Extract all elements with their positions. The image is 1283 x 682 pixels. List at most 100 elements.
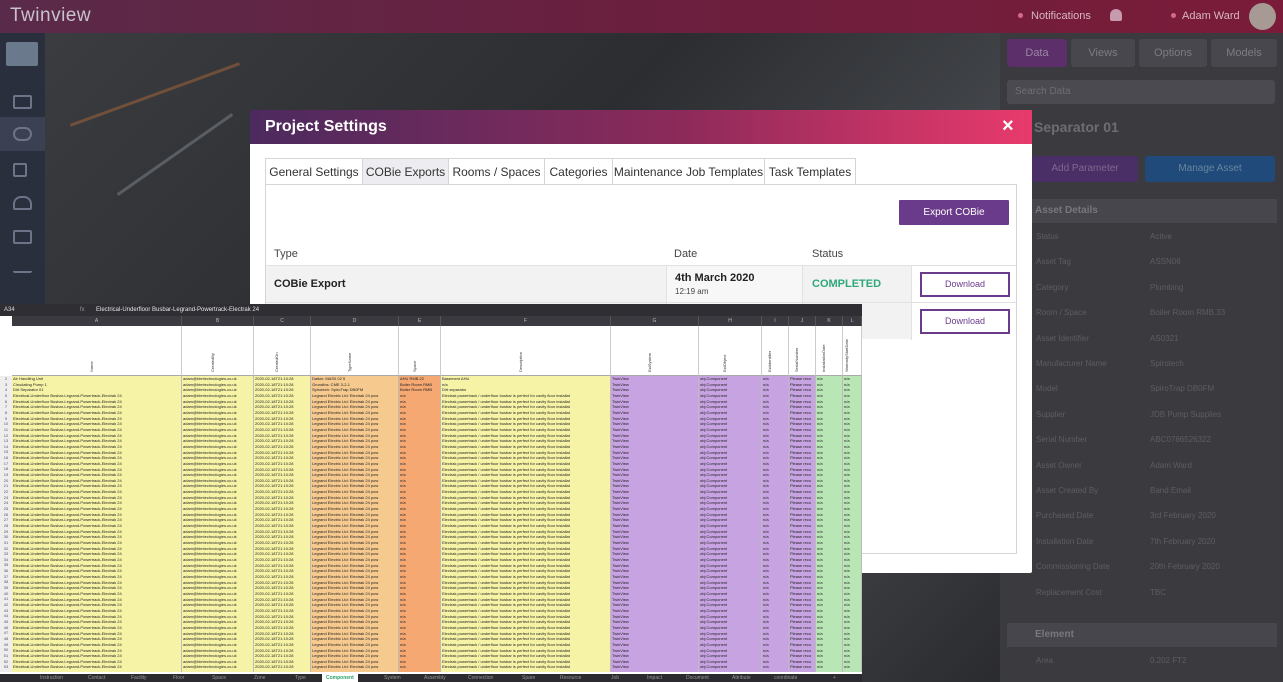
- row-number[interactable]: 50: [3, 647, 9, 653]
- row-number[interactable]: 22: [3, 489, 9, 494]
- sheet-tab[interactable]: Connection: [468, 675, 494, 681]
- column-letter[interactable]: H: [699, 316, 762, 326]
- add-parameter-button[interactable]: Add Parameter: [1032, 156, 1138, 182]
- row-number[interactable]: 25: [3, 505, 9, 511]
- row-number[interactable]: 39: [3, 585, 9, 591]
- row-number[interactable]: 26: [3, 511, 9, 517]
- notifications-link[interactable]: Notifications: [1031, 10, 1091, 22]
- sheet-column[interactable]: Daikin: MAS0 02 5 Grundfos: CME 3-2-1 Sp…: [311, 376, 399, 672]
- tab-rooms-spaces[interactable]: Rooms / Spaces: [448, 158, 545, 185]
- header-cell[interactable]: Space: [399, 326, 441, 376]
- header-cell[interactable]: CreatedBy: [182, 326, 254, 376]
- row-number[interactable]: 20: [3, 477, 9, 483]
- row-number[interactable]: 2: [4, 376, 8, 381]
- tab-maintenance-job-templates[interactable]: Maintenance Job Templates: [612, 158, 765, 185]
- row-number[interactable]: 51: [3, 652, 9, 658]
- sheet-column[interactable]: AHU RMB.22 Boiler Room RMB Boiler Room R…: [399, 376, 441, 672]
- header-cell[interactable]: WarrantyStartDate: [843, 326, 862, 376]
- data-search-input[interactable]: Search Data: [1007, 80, 1275, 104]
- row-number[interactable]: 17: [3, 460, 9, 466]
- tab-categories[interactable]: Categories: [544, 158, 613, 185]
- header-cell[interactable]: Description: [441, 326, 611, 376]
- row-number[interactable]: 31: [3, 539, 9, 545]
- row-number[interactable]: 28: [3, 522, 9, 528]
- sheet-tab[interactable]: Type: [295, 675, 306, 681]
- sheet-tab[interactable]: Instruction: [40, 675, 64, 681]
- sheet-tab[interactable]: Facility: [131, 675, 147, 681]
- row-number[interactable]: 38: [3, 579, 9, 585]
- column-letter[interactable]: D: [311, 316, 399, 326]
- row-number[interactable]: 24: [3, 500, 9, 506]
- sheet-column[interactable]: Air Handling Unit Circulating Pump 1 Dir…: [12, 376, 182, 672]
- row-number[interactable]: 9: [4, 415, 8, 421]
- row-number[interactable]: 52: [3, 658, 9, 664]
- row-number[interactable]: 42: [3, 602, 9, 607]
- row-number[interactable]: 47: [3, 630, 9, 636]
- sheet-tab[interactable]: Resource: [560, 675, 582, 681]
- header-cell[interactable]: ExtSystem: [611, 326, 699, 376]
- manage-asset-button[interactable]: Manage Asset: [1145, 156, 1275, 182]
- folder-icon[interactable]: [13, 95, 32, 109]
- sheet-column[interactable]: n/a n/a n/a n/a n/a n/a n/a n/a n/a n/a …: [762, 376, 789, 672]
- tab-views[interactable]: Views: [1071, 39, 1135, 67]
- header-cell[interactable]: ExtObject: [699, 326, 762, 376]
- download-button[interactable]: Download: [920, 309, 1010, 334]
- cell-reference[interactable]: A34: [4, 307, 15, 313]
- tab-cobie-exports[interactable]: COBie Exports: [362, 158, 449, 185]
- row-number[interactable]: 27: [3, 517, 9, 523]
- list-icon[interactable]: [13, 265, 32, 273]
- fx-icon[interactable]: fx: [80, 307, 85, 313]
- wrench-icon[interactable]: [13, 163, 27, 177]
- column-letter[interactable]: E: [399, 316, 441, 326]
- project-thumbnail-icon[interactable]: [6, 42, 38, 66]
- row-number[interactable]: 4: [4, 387, 8, 393]
- sheet-column[interactable]: 2020-02-18T21:10:28 2020-02-18T21:10:28 …: [254, 376, 311, 672]
- asset-details-section[interactable]: Asset Details: [1007, 199, 1277, 223]
- link-icon[interactable]: [13, 127, 32, 141]
- sheet-tab[interactable]: +: [833, 675, 836, 681]
- column-letter[interactable]: K: [816, 316, 843, 326]
- row-number[interactable]: 3: [4, 381, 8, 387]
- row-number[interactable]: 15: [3, 449, 9, 455]
- tab-options[interactable]: Options: [1139, 39, 1207, 67]
- row-number[interactable]: 40: [3, 590, 9, 596]
- chart-icon[interactable]: [13, 230, 32, 244]
- column-letter[interactable]: G: [611, 316, 699, 326]
- row-number[interactable]: 32: [3, 545, 9, 551]
- sheet-column[interactable]: obj:Component obj:Component obj:Componen…: [699, 376, 762, 672]
- row-number[interactable]: 21: [3, 483, 9, 489]
- row-number[interactable]: 36: [3, 568, 9, 574]
- sheet-tab[interactable]: Document: [686, 675, 709, 681]
- avatar[interactable]: [1249, 3, 1276, 30]
- sheet-column[interactable]: adam@bimtechnologies.co.uk adam@bimtechn…: [182, 376, 254, 672]
- sheet-tab[interactable]: System: [384, 675, 401, 681]
- row-number[interactable]: 19: [3, 472, 9, 478]
- row-number[interactable]: 49: [3, 641, 9, 647]
- row-number[interactable]: 11: [3, 426, 9, 432]
- sheet-tab[interactable]: Space: [212, 675, 227, 681]
- row-number[interactable]: 18: [3, 466, 9, 472]
- row-number[interactable]: 6: [4, 398, 8, 404]
- bell-icon[interactable]: [1110, 9, 1122, 21]
- header-cell[interactable]: SerialNumber: [789, 326, 816, 376]
- row-number[interactable]: 37: [3, 573, 9, 579]
- header-cell[interactable]: TypeName: [311, 326, 399, 376]
- sheet-tab[interactable]: coordinate: [774, 675, 798, 681]
- sheet-tab[interactable]: Component: [322, 674, 358, 682]
- column-letter[interactable]: A: [12, 316, 182, 326]
- formula-input[interactable]: Electrical-Underfloor Busbar-Legrand-Pow…: [96, 307, 260, 313]
- download-button[interactable]: Download: [920, 272, 1010, 297]
- app-logo[interactable]: Twinview: [10, 5, 92, 26]
- row-number[interactable]: 14: [3, 443, 9, 449]
- row-number[interactable]: 12: [3, 432, 9, 438]
- element-section[interactable]: Element: [1007, 623, 1277, 647]
- tab-general-settings[interactable]: General Settings: [265, 158, 363, 185]
- header-cell[interactable]: CreatedOn: [254, 326, 311, 376]
- row-number[interactable]: 45: [3, 618, 9, 624]
- column-letter[interactable]: I: [762, 316, 789, 326]
- header-cell[interactable]: InstallationDate: [816, 326, 843, 376]
- row-number[interactable]: 46: [3, 624, 9, 630]
- sheet-column[interactable]: Please reco Please reco Please reco Plea…: [789, 376, 816, 672]
- row-number[interactable]: 29: [3, 528, 9, 534]
- column-letter[interactable]: C: [254, 316, 311, 326]
